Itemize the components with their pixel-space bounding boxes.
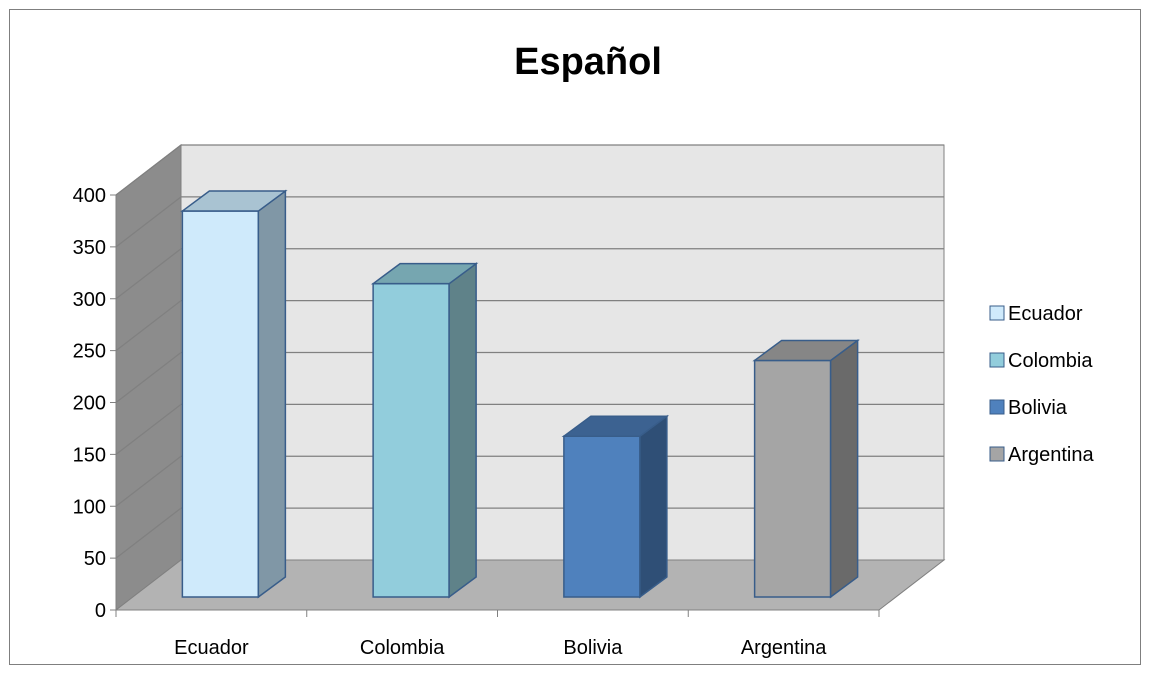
y-tick-label: 200 <box>73 393 106 415</box>
y-tick-label: 250 <box>73 341 106 363</box>
gridline <box>115 144 944 196</box>
bar-top <box>752 339 860 362</box>
legend-swatch <box>989 352 1005 368</box>
bar-side <box>448 262 477 599</box>
gridline <box>115 455 944 507</box>
bar-top <box>180 190 288 212</box>
chart-area: 0 50 100 150 200 250 300 350 400 Ecuador Colombia… <box>9 9 1141 665</box>
gridline <box>115 299 944 352</box>
chart-svg: 0 50 100 150 200 250 300 350 400 Ecuador Colombia… <box>73 41 1095 659</box>
bar-side <box>257 189 287 599</box>
bar-front <box>372 282 450 598</box>
x-tick-label: Colombia <box>360 637 445 659</box>
bar-top <box>561 415 670 437</box>
gridline <box>115 196 944 248</box>
bar-side <box>639 414 668 599</box>
bar-side <box>829 338 859 599</box>
legend-swatch <box>989 446 1005 462</box>
gridline <box>115 507 944 559</box>
gridline <box>115 403 944 455</box>
bar-bolivia <box>561 414 670 599</box>
chart-bars <box>180 189 860 599</box>
bar-front <box>181 210 260 598</box>
x-tick-label: Bolivia <box>563 637 623 659</box>
legend-label: Argentina <box>1008 444 1094 466</box>
chart-legend: Ecuador Colombia Bolivia Argentina <box>989 303 1094 466</box>
y-tick-label: 300 <box>73 289 106 311</box>
legend-label: Bolivia <box>1008 397 1068 419</box>
gridline <box>115 351 944 404</box>
bar-top <box>370 262 479 285</box>
bar-colombia <box>370 262 479 599</box>
x-tick-label: Ecuador <box>174 637 249 659</box>
bar-ecuador <box>180 189 288 599</box>
y-tick-label: 50 <box>84 548 106 570</box>
bar-front <box>753 359 832 598</box>
bar-argentina <box>752 338 860 599</box>
x-tick-label: Argentina <box>741 637 827 659</box>
y-tick-label: 0 <box>95 600 106 622</box>
y-tick-label: 350 <box>73 237 106 259</box>
y-tick-label: 150 <box>73 444 106 466</box>
y-tick-label: 100 <box>73 496 106 518</box>
legend-swatch <box>989 399 1005 415</box>
y-tick-label: 400 <box>73 185 106 207</box>
gridline <box>115 248 944 300</box>
legend-label: Ecuador <box>1008 303 1083 325</box>
chart-gridlines <box>115 144 944 559</box>
legend-label: Colombia <box>1008 350 1093 372</box>
y-axis-ticks: 0 50 100 150 200 250 300 350 400 <box>73 185 116 622</box>
chart-title: Español <box>514 41 662 83</box>
bar-front <box>563 435 641 598</box>
legend-swatch <box>989 305 1005 321</box>
x-axis-ticks: Ecuador Colombia Bolivia Argentina <box>115 610 880 659</box>
